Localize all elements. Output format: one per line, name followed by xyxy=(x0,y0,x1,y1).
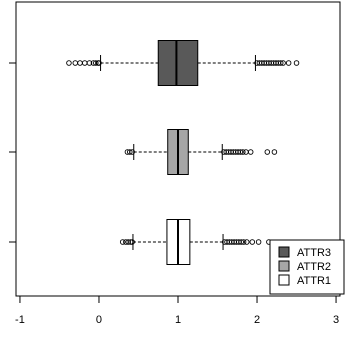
outlier-point xyxy=(280,60,286,66)
outlier-point xyxy=(125,239,131,245)
legend-swatch xyxy=(278,274,290,286)
box-attr2 xyxy=(124,129,278,175)
outlier-point xyxy=(264,149,271,155)
outlier-point xyxy=(129,149,135,155)
outlier-point xyxy=(72,60,79,66)
outlier-point xyxy=(82,60,88,66)
legend-item-attr3: ATTR3 xyxy=(278,246,331,259)
outlier-point xyxy=(240,239,247,245)
box-iqr xyxy=(157,40,199,86)
legend-label: ATTR2 xyxy=(297,261,331,273)
outlier-point xyxy=(247,149,254,155)
outlier-point xyxy=(237,149,244,155)
axes-group: -1 0 1 2 3 xyxy=(9,1,341,326)
outlier-point xyxy=(249,239,256,245)
outlier-point xyxy=(119,239,126,245)
outlier-point xyxy=(77,60,83,66)
legend-label: ATTR3 xyxy=(297,247,331,259)
legend-label: ATTR1 xyxy=(297,275,331,287)
outlier-point xyxy=(240,149,246,155)
outlier-point xyxy=(244,239,250,245)
outlier-point xyxy=(271,149,278,155)
x-tick-label: -1 xyxy=(15,314,25,326)
x-tick-label: 1 xyxy=(175,314,181,326)
outlier-point xyxy=(255,239,262,245)
box-attr1 xyxy=(119,219,272,265)
outlier-point xyxy=(96,60,102,66)
outlier-point xyxy=(129,239,135,245)
legend-swatch xyxy=(278,246,290,258)
outlier-point xyxy=(93,60,99,66)
outlier-point xyxy=(66,60,72,66)
outlier-point xyxy=(293,60,300,66)
outlier-point xyxy=(127,239,134,245)
x-tick-label: 3 xyxy=(333,314,339,326)
outlier-point xyxy=(277,60,284,66)
legend-item-attr1: ATTR1 xyxy=(278,274,331,287)
outlier-point xyxy=(86,60,93,66)
legend-group: ATTR3 ATTR2 ATTR1 xyxy=(269,239,345,295)
outlier-point xyxy=(285,60,292,66)
outlier-point xyxy=(127,149,133,155)
x-tick-label: 2 xyxy=(254,314,260,326)
boxes-group xyxy=(66,40,300,265)
legend-item-attr2: ATTR2 xyxy=(278,260,331,273)
x-tick-label: 0 xyxy=(96,314,102,326)
outlier-point xyxy=(243,149,249,155)
outlier-point xyxy=(238,239,244,245)
legend-swatch xyxy=(278,260,290,272)
box-attr3 xyxy=(66,40,300,86)
